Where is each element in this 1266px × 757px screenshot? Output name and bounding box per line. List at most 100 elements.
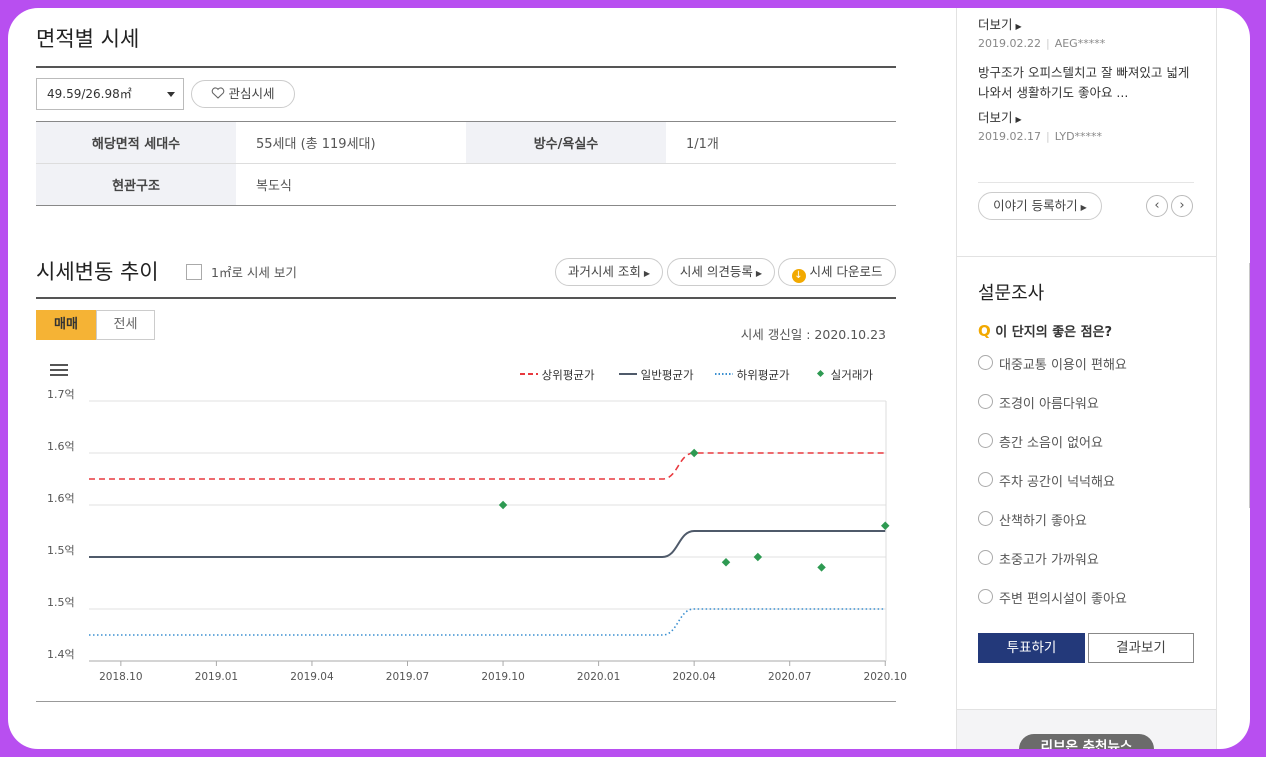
legend-lower[interactable]: 하위평균가 [715,367,790,383]
transaction-point [881,521,890,531]
survey-option-radio[interactable] [978,394,993,409]
series-line-일반평균가 [89,530,886,558]
scrollbar-thumb[interactable] [1249,263,1250,508]
story-date: 2019.02.22 [978,37,1041,50]
prev-icon[interactable]: ‹ [1146,195,1168,217]
download-button[interactable]: ↓ 시세 다운로드 [778,258,896,286]
entrance-label: 현관구조 [36,163,236,206]
recommended-news-badge[interactable]: 리브온 추천뉴스 [1019,734,1154,749]
download-label: 시세 다운로드 [809,264,883,279]
dotted-line-icon [715,373,733,375]
area-select-value: 49.59/26.98㎡ [47,87,132,101]
series-line-하위평균가 [89,608,886,636]
register-story-button[interactable]: 이야기 등록하기 ▶ [978,192,1102,220]
right-sidebar: 더보기 ▶ 2019.02.22 | AEG***** 방구조가 오피스텔치고 잘 빠… [956,8,1217,749]
y-tick-label: 1.6억 [47,440,75,453]
survey-question: Q 이 단지의 좋은 점은? [978,321,1112,340]
heart-icon [212,87,225,99]
area-section-title: 면적별 시세 [36,27,140,51]
legend-upper-label: 상위평균가 [541,368,595,382]
series-line-상위평균가 [89,452,886,480]
area-info-table: 해당면적 세대수 55세대 (총 119세대) 방수/욕실수 1/1개 현관구조… [36,122,896,206]
survey-option-label[interactable]: 주변 편의시설이 좋아요 [999,592,1127,607]
x-tick-label: 2019.10 [481,671,524,683]
x-tick-label: 2019.04 [290,671,334,683]
survey-option-label[interactable]: 층간 소음이 없어요 [999,436,1103,451]
survey-option-radio[interactable] [978,433,993,448]
x-tick-label: 2018.10 [99,671,142,683]
opinion-button[interactable]: 시세 의견등록 ▶ [667,258,775,286]
story-user: AEG***** [1054,37,1106,50]
divider [957,256,1216,257]
caret-right-icon: ▶ [1015,115,1022,124]
caret-right-icon: ▶ [1015,22,1022,31]
survey-option-radio[interactable] [978,472,993,487]
favorite-label: 관심시세 [228,86,275,101]
y-tick-label: 1.6억 [47,492,75,505]
survey-option-label[interactable]: 주차 공간이 넉넉해요 [999,475,1115,490]
next-icon[interactable]: › [1171,195,1193,217]
x-tick-label: 2020.10 [864,671,907,683]
past-price-button[interactable]: 과거시세 조회 ▶ [555,258,663,286]
opinion-label: 시세 의견등록 [679,264,753,279]
story-meta: 2019.02.22 | AEG***** [978,37,1106,50]
household-label: 해당면적 세대수 [36,122,236,164]
divider [36,66,896,68]
table-row: 해당면적 세대수 55세대 (총 119세대) 방수/욕실수 1/1개 [36,122,896,164]
table-top-border [36,121,896,122]
y-tick-label: 1.7억 [47,388,75,401]
rooms-value: 1/1개 [666,122,896,164]
story-date: 2019.02.17 [978,130,1041,143]
y-tick-label: 1.4억 [47,648,75,661]
rooms-label: 방수/욕실수 [466,122,666,164]
page-frame: 면적별 시세 49.59/26.98㎡ 관심시세 해당면적 세대수 55세대 (… [8,8,1250,749]
per-m2-checkbox[interactable] [186,264,202,280]
favorite-price-button[interactable]: 관심시세 [191,80,295,108]
caret-right-icon: ▶ [643,269,651,278]
story-text[interactable]: 방구조가 오피스텔치고 잘 빠져있고 넓게나와서 생활하기도 좋아요 ... [978,65,1190,100]
vote-button[interactable]: 투표하기 [978,633,1085,663]
entrance-value: 복도식 [236,163,896,206]
story-user: LYD***** [1054,130,1103,143]
survey-option-radio[interactable] [978,589,993,604]
survey-option-label[interactable]: 대중교통 이용이 편해요 [999,358,1127,373]
y-tick-label: 1.5억 [47,544,75,557]
legend-transaction-label: 실거래가 [830,368,873,382]
divider [36,297,896,299]
transaction-point [817,563,826,572]
area-select[interactable]: 49.59/26.98㎡ [36,78,184,110]
legend-upper[interactable]: 상위평균가 [520,367,595,383]
result-button[interactable]: 결과보기 [1088,633,1194,663]
survey-option-radio[interactable] [978,550,993,565]
y-tick-label: 1.5억 [47,596,75,609]
past-price-label: 과거시세 조회 [567,264,641,279]
more-label: 더보기 [978,17,1013,32]
caret-down-icon [167,92,175,97]
more-link[interactable]: 더보기 ▶ [978,107,1022,126]
caret-right-icon: ▶ [755,269,763,278]
survey-option-label[interactable]: 산책하기 좋아요 [999,514,1087,529]
survey-option-label[interactable]: 조경이 아름다워요 [999,397,1099,412]
survey-title: 설문조사 [978,283,1045,304]
x-tick-label: 2019.07 [386,671,429,683]
x-tick-label: 2020.04 [672,671,716,683]
download-icon: ↓ [791,269,806,283]
x-tick-label: 2020.01 [577,671,620,683]
survey-option-label[interactable]: 초중고가 가까워요 [999,553,1099,568]
divider [978,182,1194,183]
tab-sale[interactable]: 매매 [36,310,96,340]
chart-menu-icon[interactable] [50,364,68,376]
more-link[interactable]: 더보기 ▶ [978,14,1022,33]
legend-average[interactable]: 일반평균가 [619,367,694,383]
tab-jeonse[interactable]: 전세 [96,310,155,340]
x-tick-label: 2020.07 [768,671,811,683]
more-label: 더보기 [978,110,1013,125]
survey-option-radio[interactable] [978,355,993,370]
dashed-line-icon [520,373,538,375]
survey-option-radio[interactable] [978,511,993,526]
transaction-point [721,557,731,567]
transaction-point [753,552,763,562]
legend-lower-label: 하위평균가 [736,368,790,382]
table-row: 현관구조 복도식 [36,163,896,206]
legend-transaction[interactable]: 실거래가 [815,367,873,383]
